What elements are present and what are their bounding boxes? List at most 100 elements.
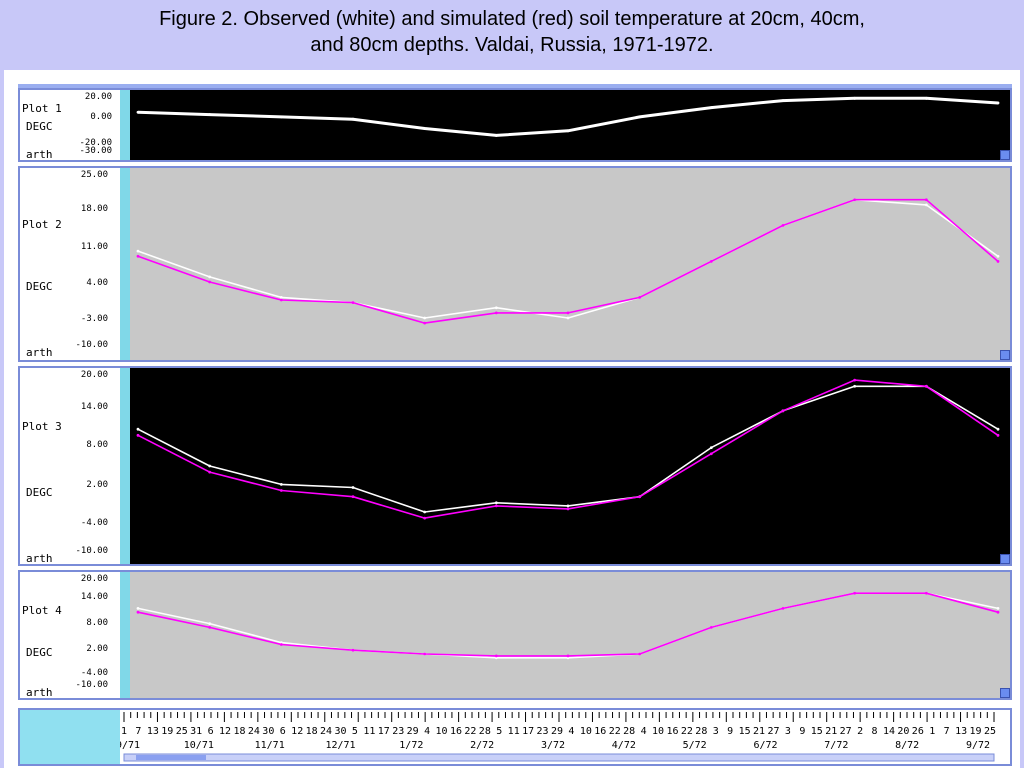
day-tick-label: 12 bbox=[219, 726, 231, 737]
day-tick-label: 11 bbox=[508, 726, 520, 737]
data-point-simulated bbox=[781, 607, 785, 610]
plot-1-resize-handle[interactable] bbox=[1000, 150, 1010, 160]
data-point-simulated bbox=[709, 260, 713, 263]
time-axis-ticks: 1 7 13 19 25 31 6 12 18 24 30 6 12 18 24 30 5 11 17 23 29 4 10… bbox=[120, 710, 1000, 764]
day-tick-label: 26 bbox=[912, 726, 924, 737]
data-point-observed bbox=[996, 254, 1000, 258]
month-tick-label: 7/72 bbox=[824, 740, 848, 751]
data-point-simulated bbox=[208, 280, 212, 284]
day-tick-label: 13 bbox=[147, 726, 159, 737]
day-tick-label: 31 bbox=[190, 726, 202, 737]
day-tick-label: 16 bbox=[666, 726, 678, 737]
plot-4-resize-handle[interactable] bbox=[1000, 688, 1010, 698]
data-point-observed bbox=[208, 275, 212, 279]
day-tick-label: 21 bbox=[753, 726, 765, 737]
data-point-simulated bbox=[924, 384, 928, 388]
day-tick-label: 11 bbox=[363, 726, 375, 737]
y-tick: 14.00 bbox=[80, 592, 108, 602]
y-tick: 11.00 bbox=[80, 242, 108, 252]
time-axis-left-area bbox=[20, 710, 120, 764]
day-tick-label: 19 bbox=[970, 726, 982, 737]
data-point-simulated bbox=[279, 298, 283, 302]
data-point-observed bbox=[423, 127, 427, 130]
day-tick-label: 24 bbox=[320, 726, 332, 737]
day-tick-label: 19 bbox=[161, 726, 173, 737]
data-point-simulated bbox=[279, 643, 283, 646]
day-tick-label: 22 bbox=[464, 726, 476, 737]
y-tick: 8.00 bbox=[86, 440, 108, 450]
data-point-observed bbox=[853, 96, 857, 100]
time-scrollbar-thumb[interactable] bbox=[136, 755, 206, 760]
y-tick: 2.00 bbox=[86, 480, 108, 490]
data-point-simulated bbox=[566, 507, 570, 511]
caption-line-2: and 80cm depths. Valdai, Russia, 1971-19… bbox=[310, 34, 714, 56]
y-tick: -10.00 bbox=[75, 546, 108, 556]
day-tick-label: 27 bbox=[767, 726, 779, 737]
y-tick: 20.00 bbox=[80, 574, 108, 584]
day-tick-label: 28 bbox=[479, 726, 491, 737]
day-tick-label: 3 bbox=[785, 726, 791, 737]
data-point-simulated bbox=[709, 626, 713, 629]
data-point-observed bbox=[351, 117, 355, 121]
data-point-simulated bbox=[638, 495, 642, 499]
data-point-observed bbox=[996, 427, 1000, 431]
plot-label: Plot 4 bbox=[22, 604, 62, 617]
data-point-observed bbox=[351, 486, 355, 489]
plot-4-selection-strip[interactable] bbox=[120, 572, 130, 698]
day-tick-label: 21 bbox=[825, 726, 837, 737]
data-point-simulated bbox=[136, 610, 140, 614]
plot-2-selection-strip[interactable] bbox=[120, 168, 130, 360]
day-tick-label: 13 bbox=[955, 726, 967, 737]
data-point-simulated bbox=[924, 591, 928, 595]
plot-3-selection-strip[interactable] bbox=[120, 368, 130, 564]
day-tick-label: 8 bbox=[872, 726, 878, 737]
day-tick-label: 4 bbox=[568, 726, 574, 737]
day-tick-label: 25 bbox=[176, 726, 188, 737]
day-tick-label: 9 bbox=[799, 726, 805, 737]
data-point-simulated bbox=[566, 654, 570, 658]
data-point-observed bbox=[136, 607, 140, 610]
day-tick-label: 28 bbox=[695, 726, 707, 737]
data-point-observed bbox=[494, 501, 498, 505]
y-tick: 4.00 bbox=[86, 278, 108, 288]
data-point-observed bbox=[638, 115, 642, 119]
day-tick-label: 16 bbox=[450, 726, 462, 737]
y-tick: -3.00 bbox=[80, 314, 108, 324]
day-tick-label: 22 bbox=[681, 726, 693, 737]
month-tick-label: 10/71 bbox=[184, 740, 214, 751]
data-point-simulated bbox=[566, 311, 570, 315]
month-tick-label: 2/72 bbox=[470, 740, 494, 751]
y-tick: -30.00 bbox=[79, 146, 112, 156]
data-point-observed bbox=[136, 110, 140, 114]
plot-2-resize-handle[interactable] bbox=[1000, 350, 1010, 360]
day-tick-label: 1 bbox=[121, 726, 127, 737]
day-tick-label: 15 bbox=[811, 726, 823, 737]
plot-3-resize-handle[interactable] bbox=[1000, 554, 1010, 564]
data-point-simulated bbox=[351, 495, 355, 499]
time-scrollbar[interactable] bbox=[123, 753, 995, 762]
day-tick-label: 16 bbox=[594, 726, 606, 737]
day-tick-label: 23 bbox=[392, 726, 404, 737]
day-tick-label: 17 bbox=[378, 726, 390, 737]
data-point-observed bbox=[781, 99, 785, 103]
day-tick-label: 10 bbox=[652, 726, 664, 737]
data-point-observed bbox=[423, 510, 427, 514]
day-tick-label: 22 bbox=[609, 726, 621, 737]
day-tick-label: 6 bbox=[280, 726, 286, 737]
data-point-simulated bbox=[996, 260, 1000, 263]
plot-label: Plot 2 bbox=[22, 218, 62, 231]
day-tick-label: 30 bbox=[262, 726, 274, 737]
data-point-simulated bbox=[423, 516, 427, 520]
plot-1-selection-strip[interactable] bbox=[120, 90, 130, 160]
month-tick-label: 12/71 bbox=[325, 740, 355, 751]
day-tick-label: 1 bbox=[929, 726, 935, 737]
plot-background bbox=[130, 572, 1010, 698]
data-point-simulated bbox=[638, 652, 642, 656]
unit-label: DEGC bbox=[26, 280, 53, 293]
data-point-simulated bbox=[638, 296, 642, 299]
month-tick-label: 4/72 bbox=[612, 740, 636, 751]
data-point-simulated bbox=[494, 311, 498, 315]
arth-label: arth bbox=[26, 346, 53, 359]
y-tick: 2.00 bbox=[86, 644, 108, 654]
month-tick-label: 9/71 bbox=[120, 740, 140, 751]
